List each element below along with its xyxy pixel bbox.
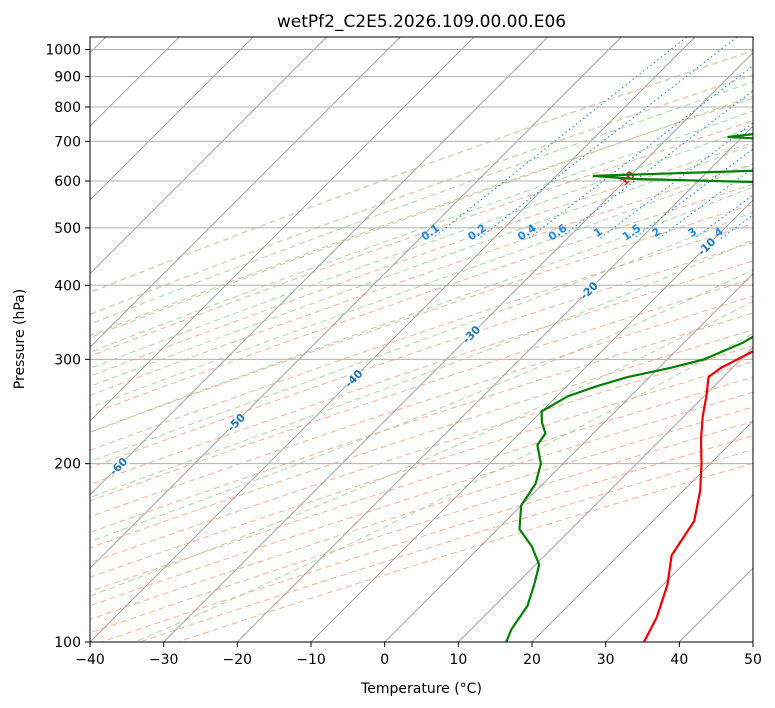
dry-adiabat-line (90, 163, 753, 396)
mixing-ratio-line (528, 65, 753, 239)
mixing-ratio-lines (432, 37, 775, 239)
chart-title: wetPf2_C2E5.2026.109.00.00.E06 (277, 12, 566, 32)
y-tick-label: 500 (54, 221, 81, 237)
mixing-ratio-line (760, 37, 775, 238)
x-tick-label: −10 (296, 652, 326, 668)
isotherm-label-bg (0, 499, 12, 522)
dry-adiabat-line (101, 435, 753, 642)
moist-adiabat-line (90, 211, 753, 463)
moist-adiabat-line (90, 186, 753, 433)
moist-adiabat-line (90, 126, 753, 369)
y-tick-label: 400 (54, 278, 81, 294)
mixing-ratio-line (432, 37, 688, 239)
isotherm-line (90, 37, 401, 348)
isotherm-label: -70 (0, 499, 13, 522)
x-tick-label: 10 (449, 652, 467, 668)
isotherm-line (384, 273, 753, 642)
dry-adiabat-line (90, 345, 753, 564)
x-tick-label: 40 (670, 652, 688, 668)
y-tick-label: 800 (54, 100, 81, 116)
moist-adiabat-line (90, 164, 753, 408)
isotherm-line (90, 37, 475, 422)
x-tick-label: −40 (75, 652, 105, 668)
pressure-gridlines (90, 49, 753, 642)
y-tick-label: 700 (54, 134, 81, 150)
y-tick-label: 300 (54, 352, 81, 368)
dry-adiabat-line (90, 120, 753, 357)
y-tick-label: 600 (54, 174, 81, 190)
moist-adiabat-line (90, 95, 753, 339)
x-tick-label: −30 (149, 652, 179, 668)
dry-adiabat-line (90, 142, 753, 377)
mixing-ratio-label: 6 (751, 225, 765, 240)
isotherm-line (752, 641, 753, 642)
dry-adiabat-line (90, 329, 753, 549)
dry-adiabat-line (139, 449, 753, 642)
isotherm-line (310, 199, 753, 642)
isotherm-label-bg (459, 323, 483, 346)
moist-adiabat-line (90, 110, 753, 353)
dry-adiabat-line (177, 462, 753, 642)
y-tick-label: 100 (54, 635, 81, 651)
isotherm-line (90, 37, 696, 642)
isotherm-label-bg (695, 235, 718, 258)
dewpoint-line (505, 133, 753, 642)
y-axis-label: Pressure (hPa) (12, 289, 28, 389)
x-tick-label: −20 (223, 652, 253, 668)
isotherm-label-bg (107, 454, 130, 478)
mixing-ratio-line (478, 37, 738, 239)
isotherm-line (90, 37, 549, 496)
isotherm-line (531, 420, 753, 642)
y-tick-label: 1000 (45, 43, 81, 59)
x-axis-label: Temperature (°C) (360, 681, 482, 697)
y-axis-ticks: 100 200 300 400 500 600 700 800 900 1000 (45, 43, 90, 651)
x-tick-label: 20 (523, 652, 541, 668)
dry-adiabat-line (90, 183, 753, 415)
isotherm-line (90, 37, 622, 569)
isotherm-line (457, 346, 753, 642)
isotherm-line (605, 494, 753, 642)
isotherm-label-bg (224, 410, 248, 434)
isotherm-label-bg (577, 279, 601, 302)
x-tick-label: 50 (744, 652, 762, 668)
sounding-traces (505, 133, 753, 642)
plot-frame (89, 36, 754, 643)
mixing-ratio-line (559, 90, 753, 239)
dry-adiabat-line (90, 97, 753, 337)
moist-adiabat-line (90, 144, 753, 388)
dry-adiabat-line (90, 361, 753, 578)
x-tick-label: 0 (380, 652, 389, 668)
isotherm-label-bg (342, 367, 365, 390)
dry-adiabat-line (90, 49, 753, 294)
mixing-ratio-line (599, 122, 753, 239)
moist-adiabat-line (90, 81, 753, 325)
temperature-line (643, 350, 753, 642)
isotherm-line (90, 37, 328, 275)
isotherm-line (90, 37, 254, 201)
dry-adiabats (90, 49, 753, 642)
y-tick-label: 900 (54, 70, 81, 86)
x-tick-label: 30 (597, 652, 615, 668)
mixing-ratio-line (694, 194, 753, 239)
y-tick-label: 200 (54, 457, 81, 473)
x-axis-ticks: −40 −30 −20 −10 0 10 20 30 40 50 (75, 642, 762, 668)
plot-background (90, 37, 753, 642)
